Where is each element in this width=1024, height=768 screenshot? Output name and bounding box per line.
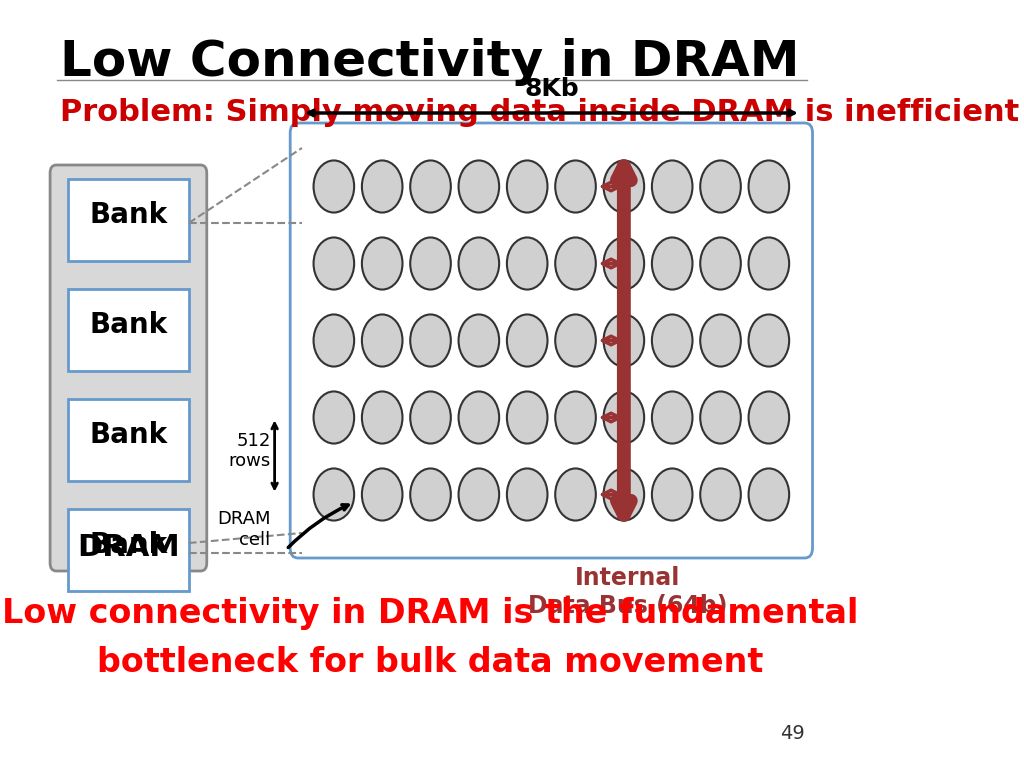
Text: 8Kb: 8Kb (524, 77, 579, 101)
Circle shape (313, 314, 354, 366)
Text: Bank: Bank (89, 201, 168, 229)
FancyBboxPatch shape (68, 399, 188, 481)
Circle shape (749, 237, 790, 290)
Circle shape (411, 468, 451, 521)
Circle shape (313, 468, 354, 521)
Circle shape (749, 314, 790, 366)
Circle shape (507, 161, 548, 213)
Circle shape (749, 161, 790, 213)
Circle shape (507, 392, 548, 444)
Circle shape (459, 392, 499, 444)
FancyBboxPatch shape (68, 289, 188, 371)
Circle shape (700, 392, 740, 444)
Circle shape (749, 392, 790, 444)
Text: Problem: Simply moving data inside DRAM is inefficient: Problem: Simply moving data inside DRAM … (60, 98, 1020, 127)
Circle shape (313, 237, 354, 290)
Circle shape (603, 161, 644, 213)
Circle shape (652, 314, 692, 366)
Circle shape (313, 161, 354, 213)
Circle shape (555, 392, 596, 444)
Text: DRAM: DRAM (77, 534, 180, 562)
Text: Bank: Bank (89, 311, 168, 339)
Circle shape (700, 468, 740, 521)
Text: 512
rows: 512 rows (228, 432, 270, 470)
Circle shape (313, 392, 354, 444)
Circle shape (652, 161, 692, 213)
Circle shape (652, 392, 692, 444)
Circle shape (603, 468, 644, 521)
Circle shape (361, 392, 402, 444)
FancyBboxPatch shape (68, 509, 188, 591)
Circle shape (507, 237, 548, 290)
Circle shape (652, 237, 692, 290)
Text: bottleneck for bulk data movement: bottleneck for bulk data movement (97, 647, 764, 680)
Circle shape (555, 237, 596, 290)
FancyBboxPatch shape (50, 165, 207, 571)
Circle shape (700, 161, 740, 213)
Circle shape (411, 161, 451, 213)
Circle shape (603, 237, 644, 290)
Text: 49: 49 (780, 724, 805, 743)
Circle shape (411, 237, 451, 290)
Text: Bank: Bank (89, 421, 168, 449)
Text: DRAM
cell: DRAM cell (217, 510, 270, 549)
Text: Low connectivity in DRAM is the fundamental: Low connectivity in DRAM is the fundamen… (2, 597, 859, 630)
Circle shape (459, 161, 499, 213)
FancyBboxPatch shape (290, 123, 812, 558)
Circle shape (555, 161, 596, 213)
Circle shape (700, 314, 740, 366)
Circle shape (652, 468, 692, 521)
Text: Internal
Data Bus (64b): Internal Data Bus (64b) (528, 566, 727, 617)
Circle shape (361, 314, 402, 366)
Circle shape (555, 314, 596, 366)
Circle shape (411, 314, 451, 366)
Circle shape (459, 314, 499, 366)
Text: Low Connectivity in DRAM: Low Connectivity in DRAM (60, 38, 800, 86)
Circle shape (555, 468, 596, 521)
Circle shape (507, 314, 548, 366)
Circle shape (700, 237, 740, 290)
Circle shape (459, 468, 499, 521)
Circle shape (411, 392, 451, 444)
Circle shape (459, 237, 499, 290)
Circle shape (361, 468, 402, 521)
Circle shape (603, 314, 644, 366)
Circle shape (749, 468, 790, 521)
Circle shape (361, 161, 402, 213)
Circle shape (361, 237, 402, 290)
Text: Bank: Bank (89, 531, 168, 559)
Circle shape (603, 392, 644, 444)
Circle shape (507, 468, 548, 521)
FancyBboxPatch shape (68, 179, 188, 261)
